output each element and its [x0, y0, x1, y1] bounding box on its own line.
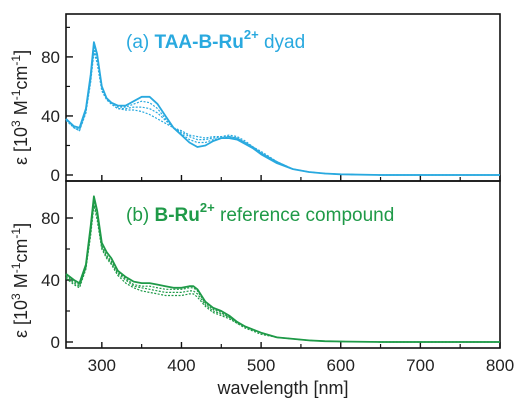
- panel-b-label: (b) B-Ru2+ reference compound: [126, 200, 394, 226]
- x-axis-title: wavelength [nm]: [216, 378, 348, 398]
- x-tick-label: 600: [327, 356, 355, 375]
- top-y-axis-title: ε [103 M-1cm-1]: [9, 50, 31, 165]
- y-tick-label: 80: [41, 48, 60, 67]
- y-tick-label: 80: [41, 209, 60, 228]
- panel-a-charge: 2+: [244, 27, 259, 42]
- spectrum-line: [65, 48, 500, 176]
- panel-b-charge: 2+: [200, 200, 215, 215]
- y-tick-label: 0: [51, 166, 60, 185]
- panel-b-compound: B-Ru: [155, 205, 200, 226]
- panel-b-suffix: reference compound: [215, 205, 395, 226]
- bottom-series-group: [65, 195, 500, 343]
- panel-a-label: (a) TAA-B-Ru2+ dyad: [126, 27, 305, 53]
- y-tick-label: 0: [51, 333, 60, 352]
- spectrum-line: [65, 205, 500, 343]
- spectrum-line: [65, 51, 500, 176]
- panel-a-compound: TAA-B-Ru: [155, 32, 244, 53]
- spectrum-line: [65, 46, 500, 176]
- spectrum-line: [65, 41, 500, 176]
- top-series-group: [65, 41, 500, 176]
- panel-frame-bottom: [65, 180, 501, 349]
- x-tick-label: 700: [406, 356, 434, 375]
- y-tick-label: 40: [41, 271, 60, 290]
- top-y-axis: 0 40 80: [41, 26, 73, 185]
- y-tick-label: 40: [41, 107, 60, 126]
- panel-b-prefix: (b): [126, 205, 155, 226]
- x-tick-label: 500: [247, 356, 275, 375]
- spectrum-line: [65, 201, 500, 343]
- x-tick-label: 300: [88, 356, 116, 375]
- x-tick-label: 400: [167, 356, 195, 375]
- x-tick-label: 800: [486, 356, 514, 375]
- bottom-y-axis-title: ε [103 M-1cm-1]: [9, 223, 31, 338]
- panel-a-prefix: (a): [126, 32, 155, 53]
- x-axis: 300 400 500 600 700 800: [88, 175, 514, 375]
- bottom-y-axis: 0 40 80: [41, 209, 73, 352]
- panel-a-suffix: dyad: [259, 32, 305, 53]
